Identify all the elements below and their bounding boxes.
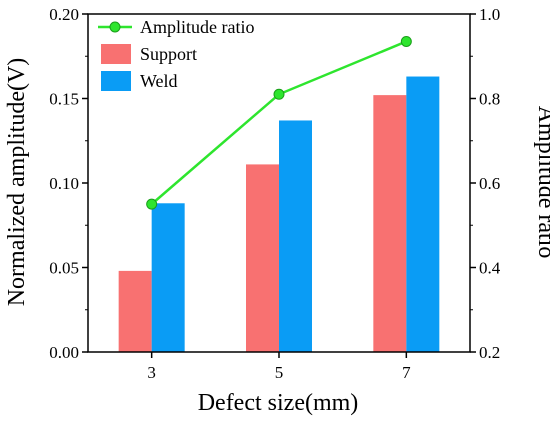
- legend-label-weld: Weld: [140, 71, 178, 91]
- y-tick-label: 0.05: [49, 259, 79, 278]
- legend-swatch-support: [101, 44, 131, 64]
- bar-weld-5: [279, 120, 312, 352]
- y2-tick-label: 0.6: [479, 174, 500, 193]
- point-amplitude-ratio-5: [273, 88, 285, 100]
- x-tick-label: 7: [402, 363, 411, 382]
- bar-support-3: [118, 270, 152, 352]
- x-tick-label: 5: [275, 363, 284, 382]
- bar-weld-3: [151, 203, 185, 352]
- y-axis-title: Normalized amplitude(V): [4, 58, 30, 307]
- legend-label-amplitude-ratio: Amplitude ratio: [140, 17, 254, 37]
- bar-support-7: [373, 95, 407, 353]
- y-tick-label: 0.00: [49, 343, 79, 362]
- y2-tick-label: 0.2: [479, 343, 500, 362]
- y2-tick-label: 0.4: [479, 259, 501, 278]
- y-tick-label: 0.20: [49, 5, 79, 24]
- y-tick-label: 0.15: [49, 90, 79, 109]
- x-tick-label: 3: [147, 363, 156, 382]
- bar-support-5: [246, 164, 279, 352]
- x-axis-title: Defect size(mm): [198, 390, 359, 416]
- legend-label-support: Support: [140, 44, 197, 64]
- bar-weld-7: [406, 76, 440, 352]
- point-amplitude-ratio-7: [400, 35, 412, 47]
- y2-tick-label: 1.0: [479, 5, 500, 24]
- legend: Amplitude ratio Support Weld: [98, 17, 254, 91]
- legend-marker-amplitude-ratio: [109, 21, 121, 33]
- y2-axis-title: Amplitude ratio: [533, 106, 550, 259]
- point-amplitude-ratio-3: [146, 198, 158, 210]
- y-tick-label: 0.10: [49, 174, 79, 193]
- y2-tick-label: 0.8: [479, 90, 500, 109]
- legend-swatch-weld: [101, 71, 131, 91]
